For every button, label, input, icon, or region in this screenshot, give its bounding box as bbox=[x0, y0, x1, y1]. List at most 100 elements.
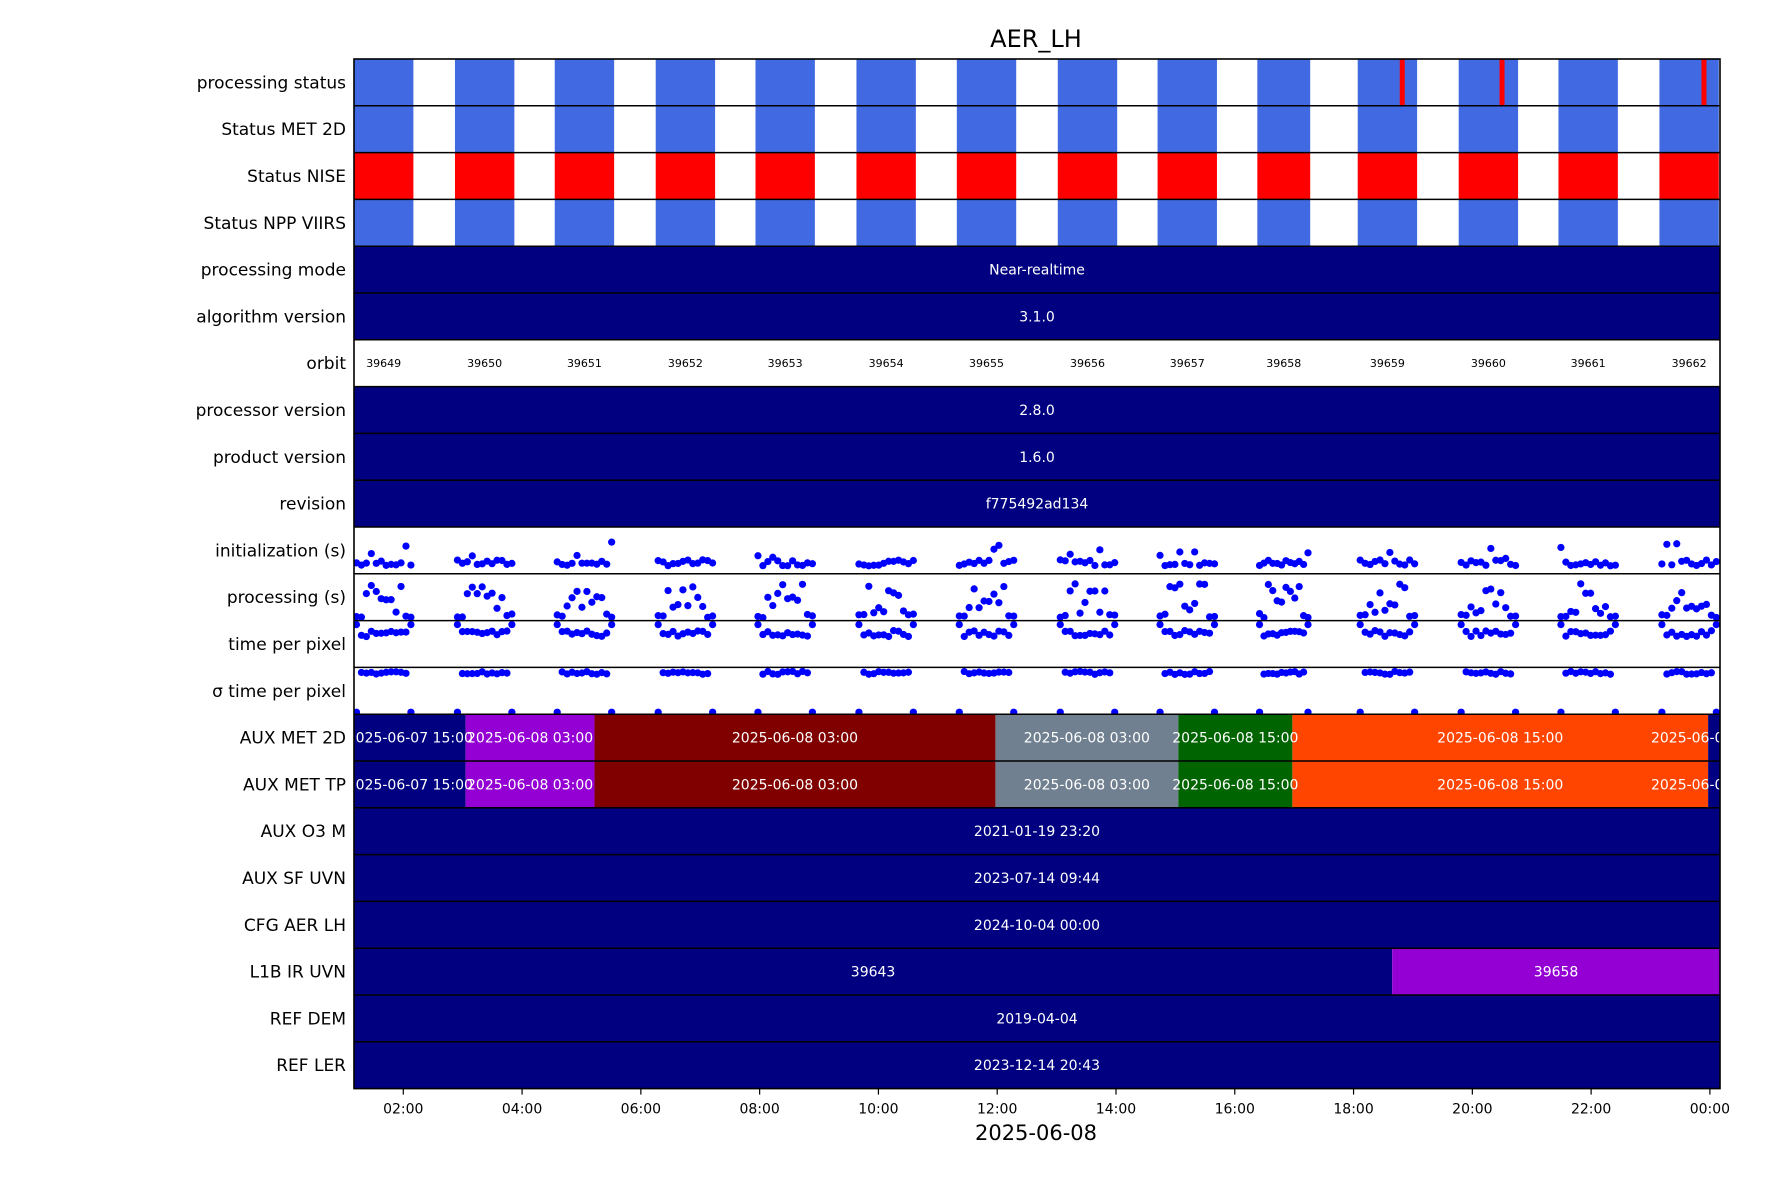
orbit-segment bbox=[856, 152, 916, 200]
data-point bbox=[764, 628, 772, 636]
x-tick-label: 02:00 bbox=[383, 1102, 423, 1118]
data-point bbox=[1487, 585, 1495, 593]
band-label: 2023-12-14 20:43 bbox=[974, 1058, 1100, 1074]
orbit-label: 39657 bbox=[1170, 357, 1205, 370]
data-point bbox=[1707, 669, 1715, 677]
frame-layer bbox=[353, 58, 1721, 1090]
row-processing-status bbox=[354, 59, 1719, 106]
data-point bbox=[1658, 560, 1666, 568]
orbit-segment bbox=[1057, 105, 1118, 153]
data-point bbox=[1005, 668, 1013, 677]
band-label: Near-realtime bbox=[989, 263, 1085, 279]
data-point bbox=[1462, 611, 1470, 619]
band-label: 1.6.0 bbox=[1019, 450, 1055, 466]
x-tick-label: 04:00 bbox=[502, 1102, 542, 1118]
data-point bbox=[1406, 628, 1414, 636]
band-label: 2025-06-09 03:00 bbox=[1651, 731, 1771, 747]
data-point bbox=[679, 586, 687, 594]
data-point bbox=[1406, 556, 1414, 564]
data-point bbox=[709, 559, 717, 567]
data-point bbox=[995, 599, 1003, 607]
data-point bbox=[1111, 611, 1119, 619]
data-point bbox=[870, 609, 878, 617]
data-point bbox=[1601, 631, 1610, 639]
data-point bbox=[1361, 611, 1369, 619]
data-point bbox=[754, 621, 762, 629]
data-point bbox=[573, 587, 581, 595]
data-point bbox=[995, 541, 1003, 549]
data-point bbox=[909, 556, 917, 565]
data-point bbox=[1061, 557, 1069, 565]
data-point bbox=[1071, 580, 1079, 588]
band bbox=[354, 293, 1720, 340]
data-point bbox=[362, 559, 370, 567]
orbit-segment bbox=[755, 152, 815, 200]
data-point bbox=[493, 604, 501, 612]
row-label: processing status bbox=[197, 73, 346, 93]
data-point bbox=[1502, 604, 1510, 612]
data-point bbox=[904, 632, 913, 641]
data-point bbox=[1096, 546, 1104, 554]
data-point bbox=[608, 613, 616, 621]
data-point bbox=[798, 580, 807, 588]
x-axis: 02:00 04:00 06:00 08:00 10:00 12:00 14:00 16:00… bbox=[383, 1088, 1730, 1118]
orbit-segment bbox=[956, 199, 1017, 247]
data-point bbox=[553, 621, 561, 629]
data-point bbox=[458, 613, 466, 621]
orbit-label: 39661 bbox=[1571, 357, 1606, 370]
data-point bbox=[1010, 612, 1018, 620]
data-point bbox=[1191, 599, 1199, 608]
band-label: 2025-06-08 03:00 bbox=[1024, 777, 1150, 793]
orbit-segment bbox=[755, 105, 815, 153]
row-status-npp-viirs bbox=[354, 199, 1719, 247]
orbit-segment bbox=[1257, 152, 1311, 200]
data-point bbox=[392, 608, 400, 616]
data-point bbox=[880, 608, 888, 616]
data-point bbox=[1457, 621, 1465, 629]
orbit-label: 39652 bbox=[668, 357, 703, 370]
orbit-segment bbox=[454, 199, 515, 247]
data-point bbox=[1692, 632, 1701, 640]
orbit-segment bbox=[1357, 152, 1418, 200]
data-point bbox=[1401, 561, 1409, 569]
band bbox=[354, 948, 1393, 995]
data-point bbox=[578, 559, 586, 567]
orbit-segment bbox=[1458, 105, 1519, 153]
data-point bbox=[354, 621, 361, 629]
data-point bbox=[1668, 561, 1676, 569]
orbit-segment bbox=[1458, 59, 1519, 106]
band bbox=[354, 386, 1720, 434]
band bbox=[1708, 714, 1720, 761]
data-point bbox=[1096, 608, 1104, 616]
orbit-segment bbox=[554, 59, 615, 106]
orbit-segment bbox=[1458, 199, 1519, 247]
band bbox=[1178, 714, 1293, 761]
data-point bbox=[789, 557, 797, 565]
data-point bbox=[1587, 589, 1595, 597]
data-point bbox=[1166, 627, 1174, 636]
x-tick-label: 22:00 bbox=[1571, 1102, 1611, 1118]
data-point bbox=[1000, 582, 1008, 591]
data-point bbox=[960, 612, 968, 620]
row-time-per-pixel bbox=[354, 667, 1720, 716]
data-point bbox=[965, 603, 973, 612]
band-label: 2025-06-08 03:00 bbox=[467, 731, 593, 747]
data-point bbox=[1507, 670, 1515, 678]
data-point bbox=[975, 604, 983, 612]
data-point bbox=[568, 594, 576, 602]
orbit-label: 39650 bbox=[467, 357, 502, 370]
data-point bbox=[1482, 561, 1490, 569]
data-point bbox=[694, 593, 702, 602]
row-ref-dem bbox=[354, 995, 1720, 1042]
data-point bbox=[1210, 560, 1219, 568]
data-point bbox=[990, 632, 998, 640]
data-point bbox=[1356, 621, 1364, 629]
row-ref-ler bbox=[354, 1041, 1720, 1089]
band-label: 2025-06-09 03:00 bbox=[1651, 777, 1771, 793]
data-point bbox=[568, 559, 576, 567]
orbit-segment bbox=[1558, 152, 1618, 200]
data-point bbox=[578, 603, 586, 611]
row-processing-s bbox=[354, 580, 1720, 622]
band-label: 39643 bbox=[851, 965, 896, 981]
data-point bbox=[985, 597, 993, 606]
